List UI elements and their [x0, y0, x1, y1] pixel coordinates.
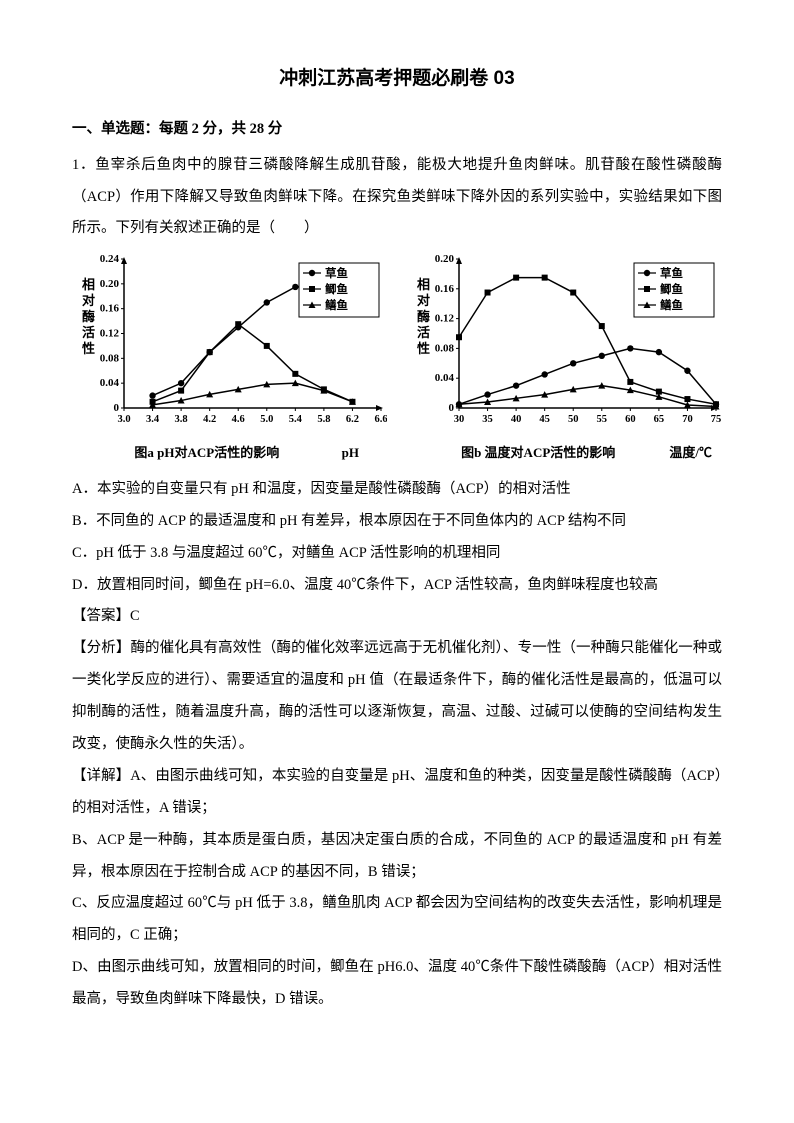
svg-text:0.04: 0.04 — [435, 373, 455, 385]
answer: 【答案】C — [72, 601, 722, 633]
svg-text:性: 性 — [82, 341, 95, 356]
svg-text:鳝鱼: 鳝鱼 — [325, 298, 348, 312]
option-a: A．本实验的自变量只有 pH 和温度，因变量是酸性磷酸酶（ACP）的相对活性 — [72, 474, 722, 506]
svg-text:0.16: 0.16 — [100, 303, 120, 315]
svg-text:5.0: 5.0 — [260, 414, 273, 425]
svg-text:6.2: 6.2 — [346, 414, 359, 425]
svg-text:鳝鱼: 鳝鱼 — [660, 298, 683, 312]
detail-a: 【详解】A、由图示曲线可知，本实验的自变量是 pH、温度和鱼的种类，因变量是酸性… — [72, 761, 722, 825]
chart-a-svg: 0 0.04 0.08 0.12 0.16 0.20 0.24 3.0 3.4 3.8 4.2 4.6… — [72, 253, 387, 428]
svg-text:0.12: 0.12 — [435, 313, 455, 325]
svg-text:60: 60 — [625, 414, 636, 425]
svg-text:草鱼: 草鱼 — [660, 266, 683, 280]
svg-text:对: 对 — [82, 293, 95, 308]
svg-text:70: 70 — [682, 414, 693, 425]
svg-text:5.8: 5.8 — [317, 414, 330, 425]
svg-text:75: 75 — [711, 414, 722, 425]
chart-b-svg: 0 0.04 0.08 0.12 0.16 0.20 30 35 40 45 50 55 60 65 70 7… — [407, 253, 722, 428]
svg-text:45: 45 — [539, 414, 550, 425]
option-b: B．不同鱼的 ACP 的最适温度和 pH 有差异，根本原因在于不同鱼体内的 AC… — [72, 506, 722, 538]
detail-c: C、反应温度超过 60℃与 pH 低于 3.8，鳝鱼肌肉 ACP 都会因为空间结… — [72, 888, 722, 952]
svg-text:0: 0 — [449, 402, 455, 414]
svg-text:30: 30 — [454, 414, 465, 425]
analysis: 【分析】酶的催化具有高效性（酶的催化效率远远高于无机催化剂）、专一性（一种酶只能… — [72, 633, 722, 761]
section-heading: 一、单选题：每题 2 分，共 28 分 — [72, 114, 722, 146]
svg-text:3.0: 3.0 — [117, 414, 130, 425]
svg-text:55: 55 — [597, 414, 608, 425]
chart-b-caption: 图b 温度对ACP活性的影响 温度/℃ — [407, 439, 722, 468]
svg-text:4.6: 4.6 — [232, 414, 245, 425]
svg-text:65: 65 — [654, 414, 665, 425]
svg-text:40: 40 — [511, 414, 521, 425]
svg-text:0.12: 0.12 — [100, 328, 120, 340]
option-d: D．放置相同时间，鲫鱼在 pH=6.0、温度 40℃条件下，ACP 活性较高，鱼… — [72, 570, 722, 602]
svg-text:性: 性 — [417, 341, 430, 356]
svg-text:3.8: 3.8 — [175, 414, 188, 425]
svg-text:0.08: 0.08 — [435, 343, 455, 355]
svg-text:相: 相 — [82, 277, 95, 292]
svg-text:相: 相 — [417, 277, 430, 292]
chart-a-caption: 图a pH对ACP活性的影响 pH — [72, 439, 387, 468]
page-title: 冲刺江苏高考押题必刷卷 03 — [72, 58, 722, 100]
svg-text:0.20: 0.20 — [435, 253, 455, 265]
svg-text:50: 50 — [568, 414, 579, 425]
svg-text:35: 35 — [482, 414, 493, 425]
charts-row: 0 0.04 0.08 0.12 0.16 0.20 0.24 3.0 3.4 3.8 4.2 4.6… — [72, 253, 722, 467]
svg-text:3.4: 3.4 — [146, 414, 160, 425]
chart-b: 0 0.04 0.08 0.12 0.16 0.20 30 35 40 45 50 55 60 65 70 7… — [407, 253, 722, 467]
option-c: C．pH 低于 3.8 与温度超过 60℃，对鳝鱼 ACP 活性影响的机理相同 — [72, 538, 722, 570]
svg-text:0.20: 0.20 — [100, 278, 120, 290]
svg-text:0.16: 0.16 — [435, 283, 455, 295]
svg-text:酶: 酶 — [417, 309, 430, 324]
svg-text:0.04: 0.04 — [100, 378, 120, 390]
svg-text:5.4: 5.4 — [289, 414, 303, 425]
svg-text:活: 活 — [417, 325, 430, 340]
svg-text:4.2: 4.2 — [203, 414, 216, 425]
svg-text:对: 对 — [417, 293, 430, 308]
detail-d: D、由图示曲线可知，放置相同的时间，鲫鱼在 pH6.0、温度 40℃条件下酸性磷… — [72, 952, 722, 1016]
svg-text:6.6: 6.6 — [374, 414, 387, 425]
question-intro: 1．鱼宰杀后鱼肉中的腺苷三磷酸降解生成肌苷酸，能极大地提升鱼肉鲜味。肌苷酸在酸性… — [72, 150, 722, 246]
svg-text:活: 活 — [82, 325, 95, 340]
detail-b: B、ACP 是一种酶，其本质是蛋白质，基因决定蛋白质的合成，不同鱼的 ACP 的… — [72, 825, 722, 889]
svg-text:0.24: 0.24 — [100, 253, 120, 265]
svg-text:鲫鱼: 鲫鱼 — [660, 282, 683, 296]
svg-text:草鱼: 草鱼 — [325, 266, 348, 280]
svg-text:0: 0 — [114, 402, 120, 414]
svg-text:酶: 酶 — [82, 309, 95, 324]
svg-text:鲫鱼: 鲫鱼 — [325, 282, 348, 296]
chart-a: 0 0.04 0.08 0.12 0.16 0.20 0.24 3.0 3.4 3.8 4.2 4.6… — [72, 253, 387, 467]
svg-text:0.08: 0.08 — [100, 353, 120, 365]
